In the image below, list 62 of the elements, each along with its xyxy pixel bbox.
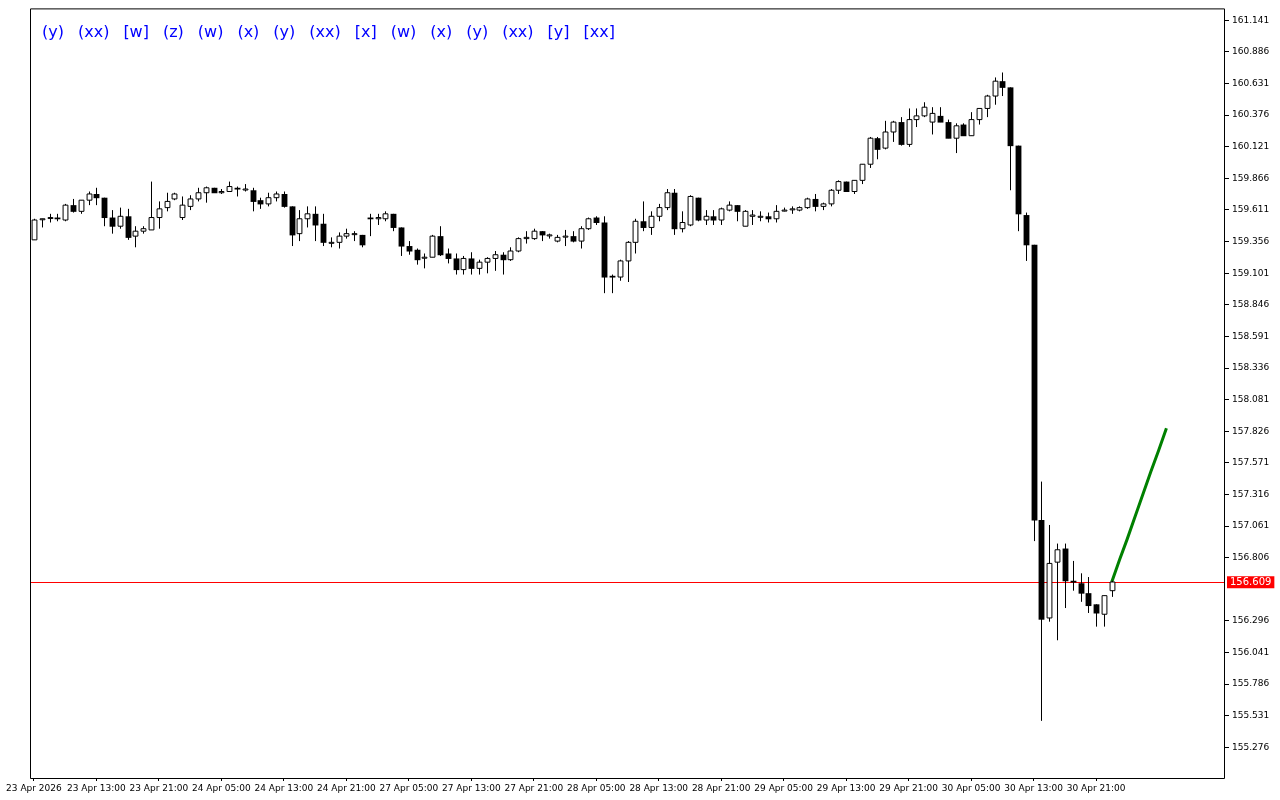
y-tick-label: 160.376: [1232, 109, 1270, 120]
y-tick-label: 159.611: [1232, 204, 1270, 215]
y-tick-label: 155.786: [1232, 678, 1270, 689]
annotation: (xx): [77, 21, 110, 41]
x-tick-label: 23 Apr 13:00: [67, 782, 126, 793]
x-tick-label: 24 Apr 21:00: [316, 782, 376, 793]
y-tick-label: 157.826: [1232, 425, 1270, 436]
y-tick-label: 159.101: [1232, 267, 1270, 278]
candlestick: [1070, 560, 1077, 592]
y-tick-label: 158.336: [1232, 362, 1270, 373]
x-tick-label: 30 Apr 05:00: [941, 782, 1001, 793]
annotation: [xx]: [583, 21, 615, 41]
y-tick-label: 159.866: [1232, 172, 1270, 183]
candlestick: [1078, 572, 1085, 603]
y-tick-label: 158.846: [1232, 299, 1270, 310]
x-tick-label: 24 Apr 13:00: [254, 782, 314, 793]
annotation: (z): [162, 21, 184, 41]
x-tick-label: 30 Apr 21:00: [1066, 782, 1126, 793]
y-tick-label: 155.531: [1232, 710, 1270, 721]
annotation: (xx): [309, 21, 341, 41]
x-tick-label: 29 Apr 05:00: [754, 782, 814, 793]
y-tick-label: 161.141: [1232, 14, 1270, 25]
y-tick-label: 158.591: [1232, 330, 1270, 341]
y-tick-label: 157.061: [1232, 520, 1270, 531]
candlestick: [640, 200, 647, 232]
x-tick-label: 28 Apr 13:00: [629, 782, 689, 793]
annotation: (x): [430, 21, 453, 41]
y-tick-label: 160.631: [1232, 77, 1270, 88]
y-tick-label: 160.121: [1232, 141, 1270, 152]
y-tick-label: 155.276: [1232, 741, 1270, 752]
annotation: (w): [390, 21, 417, 41]
y-tick-label: 157.316: [1232, 488, 1270, 499]
annotation: (xx): [502, 21, 534, 41]
y-tick-label: 160.886: [1232, 46, 1270, 57]
x-tick-label: 27 Apr 05:00: [379, 782, 439, 793]
y-tick-label: 156.296: [1232, 615, 1270, 626]
x-tick-label: 28 Apr 21:00: [691, 782, 751, 793]
x-tick-label: 23 Apr 21:00: [129, 782, 189, 793]
candlestick: [609, 274, 616, 294]
annotation: (w): [197, 21, 224, 41]
annotation: (y): [42, 21, 64, 41]
x-tick-label: 24 Apr 05:00: [192, 782, 251, 793]
annotation: (y): [466, 21, 489, 41]
y-tick-label: 156.041: [1232, 646, 1270, 657]
annotation: (y): [273, 21, 296, 41]
x-tick-label: 28 Apr 05:00: [566, 782, 626, 793]
x-tick-label: 23 Apr 2026: [6, 782, 62, 793]
x-tick-label: 29 Apr 13:00: [816, 782, 876, 793]
y-tick-label: 157.571: [1232, 457, 1270, 468]
y-tick-label: 159.356: [1232, 235, 1270, 246]
y-tick-label: 156.806: [1232, 552, 1270, 563]
x-tick-label: 29 Apr 21:00: [879, 782, 939, 793]
y-tick-label: 158.081: [1232, 393, 1270, 404]
x-tick-label: 27 Apr 13:00: [441, 782, 501, 793]
x-tick-label: 30 Apr 13:00: [1004, 782, 1064, 793]
annotation: (x): [237, 21, 260, 41]
x-tick-label: 27 Apr 21:00: [504, 782, 564, 793]
candlestick: [468, 251, 475, 276]
annotation: [w]: [123, 21, 149, 41]
annotation: [x]: [354, 21, 377, 41]
annotation: [y]: [547, 21, 570, 41]
ref-line-label: 156.609: [1230, 575, 1272, 587]
